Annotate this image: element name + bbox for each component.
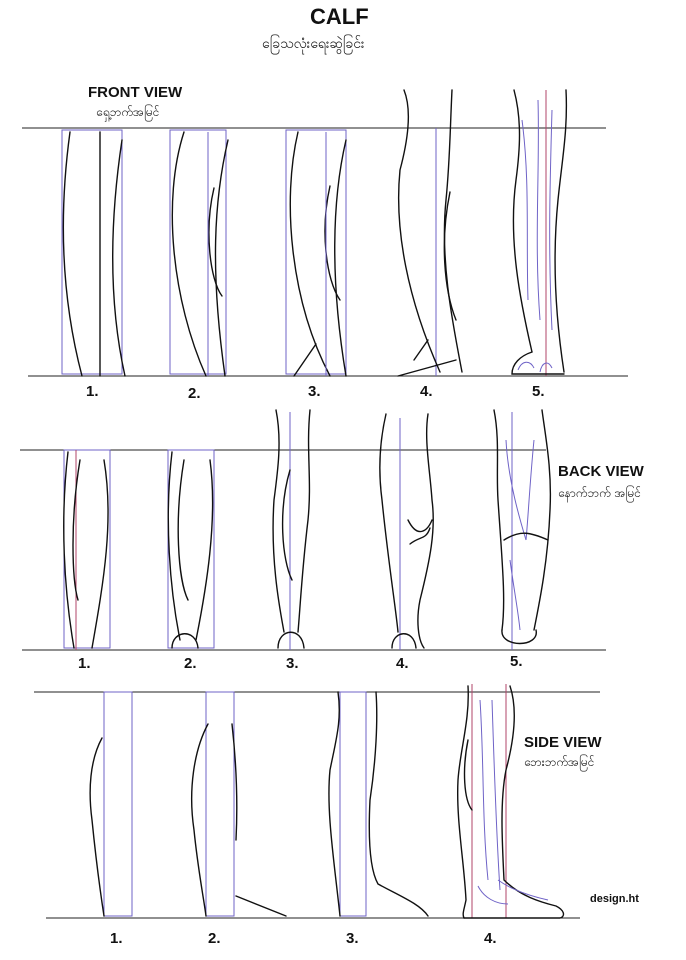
side-step-2-label: 2. <box>208 930 221 947</box>
side-step-4-label: 4. <box>484 930 497 947</box>
side-leg-step-2 <box>190 691 287 917</box>
back-step-3-label: 3. <box>286 655 299 672</box>
front-leg-step-1 <box>61 129 126 377</box>
back-leg-step-4 <box>379 413 434 650</box>
back-leg-step-5 <box>493 409 552 650</box>
side-view-heading-burmese: ဘေးဘက်အမြင် <box>524 755 595 769</box>
page-title: CALF <box>310 4 369 29</box>
side-view-row <box>34 684 600 919</box>
front-step-1-label: 1. <box>86 383 99 400</box>
back-step-2-label: 2. <box>184 655 197 672</box>
back-step-4-label: 4. <box>396 655 409 672</box>
front-leg-step-5 <box>511 89 568 376</box>
front-view-heading-burmese: ရှေ့ဘက်အမြင် <box>96 105 160 119</box>
credit-label: design.ht <box>590 893 639 905</box>
front-leg-step-4 <box>397 89 463 377</box>
front-step-3-label: 3. <box>308 383 321 400</box>
side-step-1-label: 1. <box>110 930 123 947</box>
front-step-5-label: 5. <box>532 383 545 400</box>
front-view-heading: FRONT VIEW <box>88 84 183 101</box>
back-step-1-label: 1. <box>78 655 91 672</box>
back-leg-step-3 <box>272 409 311 650</box>
front-view-row <box>22 89 628 377</box>
back-step-5-label: 5. <box>510 653 523 670</box>
page-title-burmese: ခြေသလုံးရေးဆွဲခြင်း <box>262 36 365 52</box>
back-view-row <box>20 409 606 651</box>
back-view-heading: BACK VIEW <box>558 463 644 480</box>
side-leg-step-4 <box>456 684 565 919</box>
side-step-3-label: 3. <box>346 930 359 947</box>
side-leg-step-3 <box>328 691 429 917</box>
front-leg-step-2 <box>169 129 229 377</box>
front-step-4-label: 4. <box>420 383 433 400</box>
front-step-2-label: 2. <box>188 385 201 402</box>
back-view-heading-burmese: နောက်ဘက် အမြင် <box>558 486 642 500</box>
side-leg-step-1 <box>89 691 133 917</box>
back-leg-step-1 <box>63 449 111 650</box>
front-leg-step-3 <box>285 129 347 377</box>
side-view-heading: SIDE VIEW <box>524 734 602 751</box>
back-leg-step-2 <box>167 449 215 649</box>
